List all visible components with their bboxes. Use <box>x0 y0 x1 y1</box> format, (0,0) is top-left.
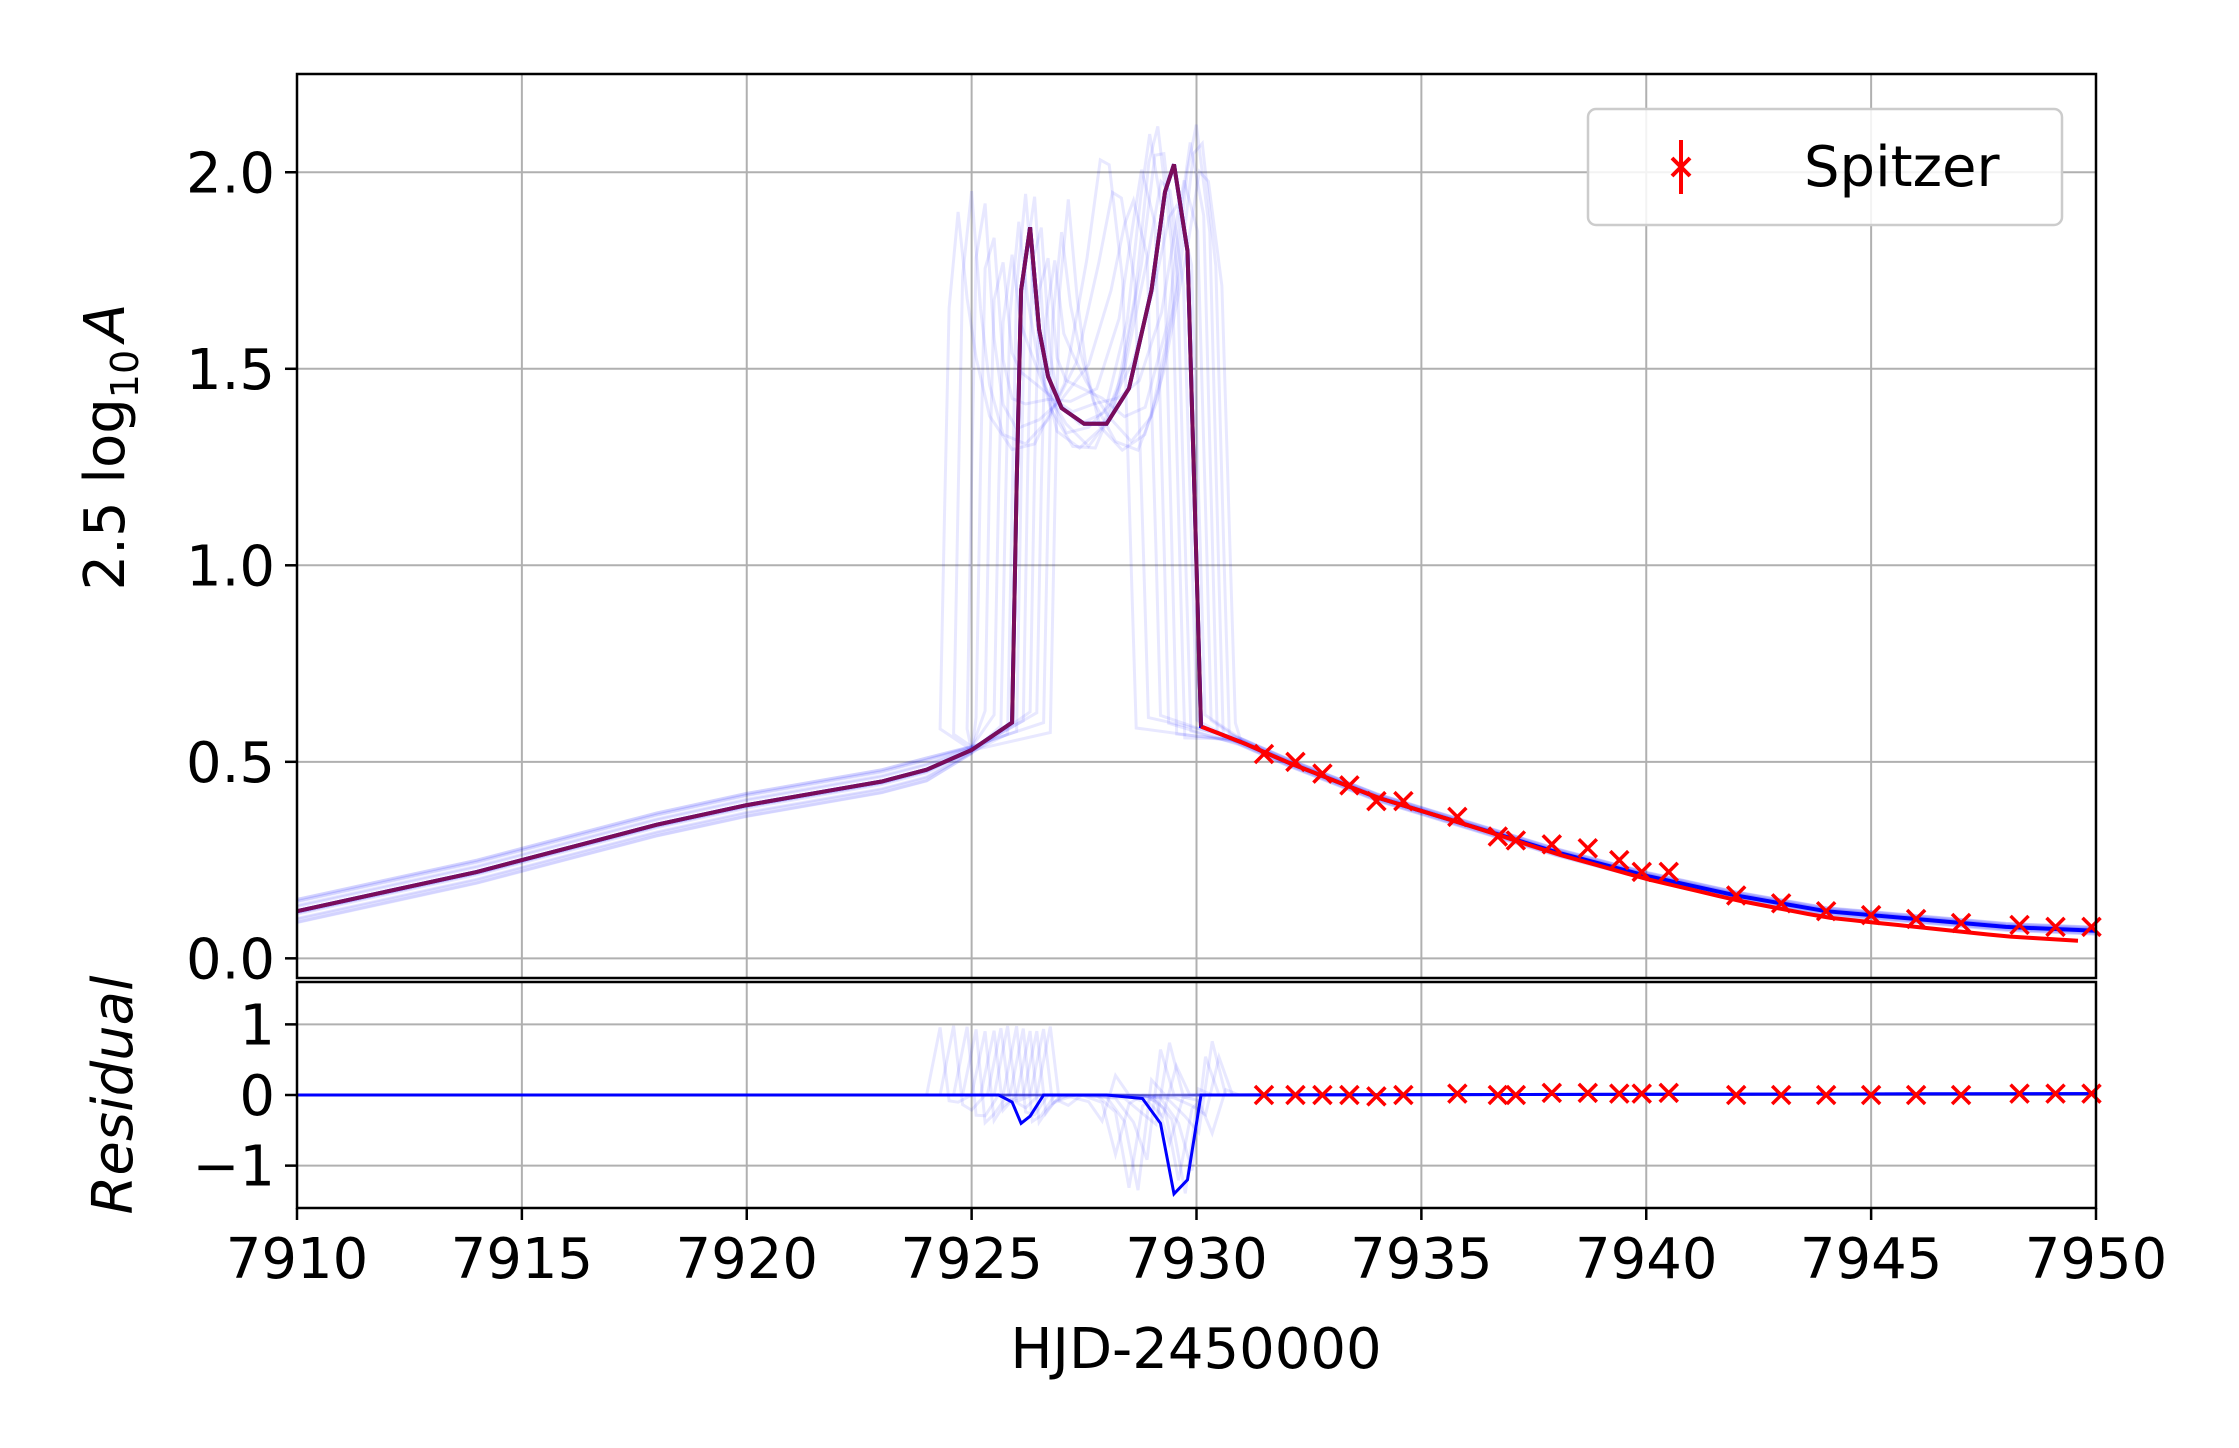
residual-data-point <box>1658 1082 1679 1104</box>
x-tick-label: 7940 <box>1575 1227 1718 1292</box>
residual-data-point <box>1609 1083 1630 1104</box>
x-tick-label: 7920 <box>675 1227 818 1292</box>
spitzer-data-point <box>1487 826 1509 847</box>
residual-data-point <box>1905 1084 1927 1106</box>
spitzer-data-point <box>2009 914 2030 936</box>
spitzer-data-point <box>1505 830 1527 851</box>
legend-marker-x <box>1670 156 1692 178</box>
main-y-tick-label: 0.0 <box>186 927 275 992</box>
residual-sample-curve <box>297 1027 2097 1125</box>
main-y-tick-label: 0.5 <box>186 731 275 796</box>
x-tick-label: 7910 <box>226 1227 369 1292</box>
spitzer-data-point <box>2045 916 2066 938</box>
main-frame <box>295 72 2098 980</box>
residual-data-point <box>1487 1084 1509 1106</box>
x-ticks: 7910 7915 7920 7925 7930 7935 7940 7945 7950 <box>226 1208 2168 1292</box>
spitzer-data-point <box>1285 751 1306 773</box>
best-fit-curve <box>296 163 1203 914</box>
residual-data-points <box>1253 1082 2102 1107</box>
spitzer-data-point <box>1312 763 1333 784</box>
residual-data-point <box>1393 1084 1414 1106</box>
main-y-tick-label: 1.5 <box>186 338 275 403</box>
spitzer-data-point <box>1253 743 1275 765</box>
residual-data-point <box>1577 1082 1599 1104</box>
spitzer-data-point <box>1366 790 1387 812</box>
residual-data-point <box>2045 1083 2066 1104</box>
residual-data-point <box>2009 1083 2030 1104</box>
x-tick-label: 7915 <box>451 1227 594 1292</box>
residual-data-point <box>1339 1084 1360 1106</box>
residual-sample-curve <box>297 1030 2097 1137</box>
spitzer-data-point <box>1609 849 1630 871</box>
x-tick-label: 7925 <box>900 1227 1043 1292</box>
spitzer-data-point <box>1577 838 1599 859</box>
x-tick-label: 7950 <box>2025 1227 2168 1292</box>
main-data-points <box>1253 743 2102 938</box>
spitzer-data-point <box>1950 912 1972 934</box>
spitzer-data-point <box>1770 893 1792 914</box>
residual-sample-curve <box>297 1030 2097 1171</box>
main-panel: 0.0 0.5 1.0 1.5 2.0 2.5 log10 A Spitzer <box>73 72 2102 992</box>
residual-model-curve <box>297 1092 2097 1198</box>
main-y-axis-label: 2.5 log10 A <box>73 304 147 591</box>
y-label-sub: 10 <box>103 350 147 398</box>
residual-data-point <box>2081 1083 2102 1104</box>
residual-data-point <box>1285 1084 1306 1106</box>
spitzer-data-point <box>1658 861 1679 883</box>
residual-y-tick-label: 1 <box>239 993 275 1058</box>
spitzer-data-point <box>1631 861 1652 883</box>
residual-data-point <box>1860 1084 1882 1106</box>
legend-label-spitzer: Spitzer <box>1804 135 2000 200</box>
spitzer-data-point <box>1339 775 1360 796</box>
spitzer-data-point <box>1541 834 1563 855</box>
y-label-var: A <box>73 304 138 345</box>
residual-data-point <box>1253 1084 1275 1106</box>
residual-sample-curve <box>297 1028 2097 1118</box>
residual-data-point <box>1447 1083 1468 1104</box>
residual-data-point <box>1770 1084 1792 1106</box>
residual-data-point <box>1541 1082 1563 1104</box>
x-axis-label: HJD-2450000 <box>1010 1317 1381 1382</box>
residual-y-tick-label: −1 <box>192 1135 275 1200</box>
residual-y-ticks: −101 <box>192 993 297 1200</box>
main-y-tick-label: 1.0 <box>186 534 275 599</box>
residual-data-point <box>1312 1084 1333 1106</box>
x-tick-label: 7945 <box>1800 1227 1943 1292</box>
main-y-ticks: 0.0 0.5 1.0 1.5 2.0 <box>186 141 297 992</box>
legend: Spitzer <box>1586 107 2064 227</box>
legend-box <box>1586 107 2064 227</box>
spitzer-data-point <box>1447 806 1468 828</box>
residual-data-point <box>1950 1084 1972 1106</box>
residual-data-point <box>1725 1084 1747 1106</box>
spitzer-data-point <box>1815 900 1837 922</box>
residual-data-point <box>1505 1084 1527 1106</box>
spitzer-data-point <box>2081 916 2102 938</box>
main-y-tick-label: 2.0 <box>186 141 275 206</box>
spitzer-data-point <box>1860 904 1882 926</box>
spitzer-data-point <box>1725 885 1747 906</box>
residual-data-point <box>1631 1083 1652 1104</box>
y-label-prefix: 2.5 log <box>73 398 138 590</box>
x-tick-label: 7935 <box>1350 1227 1493 1292</box>
x-tick-label: 7930 <box>1125 1227 1268 1292</box>
residual-data-point <box>1815 1084 1837 1106</box>
residual-panel: −101 7910 7915 7920 7925 7930 7935 7940 7945 795… <box>81 975 2167 1382</box>
residual-model-lines <box>297 1092 2097 1198</box>
spitzer-data-point <box>1905 908 1927 930</box>
residual-data-point <box>1366 1086 1387 1107</box>
residual-y-axis-label: Residual <box>81 975 146 1214</box>
spitzer-data-point <box>1393 790 1414 812</box>
residual-y-tick-label: 0 <box>239 1064 275 1129</box>
residual-sample-curve <box>297 1026 2097 1138</box>
